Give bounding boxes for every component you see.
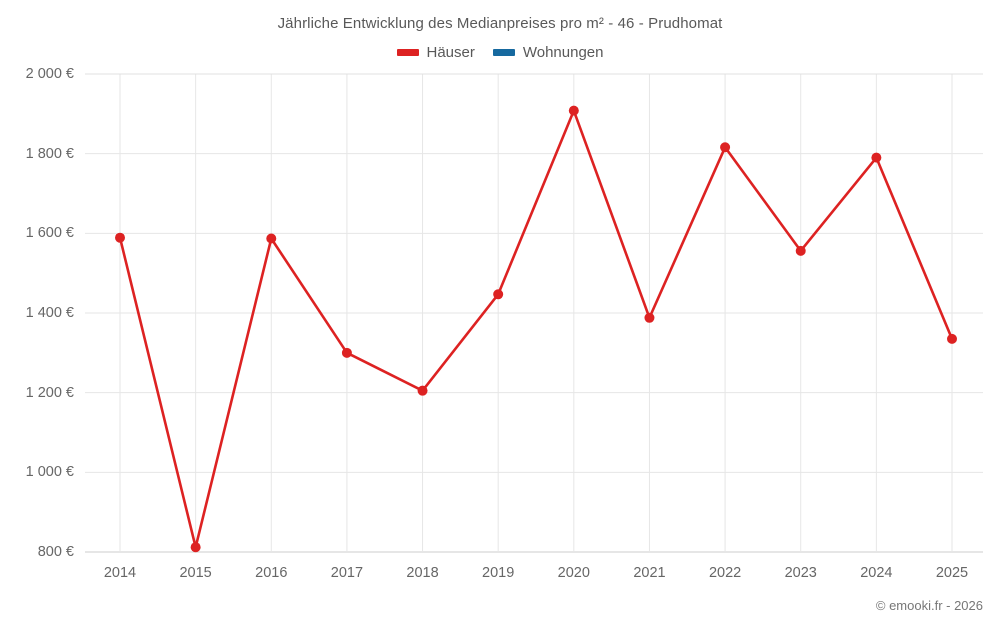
y-axis: 800 € 1 000 € 1 200 € 1 400 € 1 600 € 1 800 €… xyxy=(0,0,74,625)
legend-swatch-hauser xyxy=(396,49,419,56)
grid-lines xyxy=(85,73,983,553)
chart-title: Jährliche Entwicklung des Medianpreises … xyxy=(277,15,723,32)
data-point[interactable] xyxy=(568,105,579,116)
x-tick-label: 2016 xyxy=(255,565,288,581)
data-point[interactable] xyxy=(417,385,428,396)
y-tick-label: 2 000 € xyxy=(25,66,74,82)
y-tick-label: 800 € xyxy=(37,544,74,560)
x-tick-label: 2024 xyxy=(860,565,893,581)
x-tick-label: 2014 xyxy=(103,565,137,581)
x-tick-label: 2025 xyxy=(935,565,969,581)
legend-label-hauser: Häuser xyxy=(426,44,475,61)
y-tick-label: 1 000 € xyxy=(25,464,74,481)
x-tick-label: 2022 xyxy=(708,565,742,581)
data-point[interactable] xyxy=(190,542,201,553)
copyright-credit: © emooki.fr - 2026 xyxy=(875,598,983,613)
y-tick-label: 1 600 € xyxy=(25,225,74,242)
x-tick-label: 2015 xyxy=(179,565,212,581)
legend-item-wohnungen[interactable]: Wohnungen xyxy=(492,44,604,61)
data-point[interactable] xyxy=(493,289,504,300)
data-point[interactable] xyxy=(871,152,882,163)
x-tick-label: 2018 xyxy=(406,565,439,581)
y-tick-label: 1 800 € xyxy=(25,145,74,162)
data-point[interactable] xyxy=(720,142,731,153)
data-point[interactable] xyxy=(266,233,277,244)
data-point[interactable] xyxy=(947,333,957,344)
legend-label-wohnungen: Wohnungen xyxy=(522,44,604,61)
y-tick-label: 1 200 € xyxy=(25,384,74,401)
series-line-0 xyxy=(118,109,954,549)
series-markers xyxy=(115,105,957,553)
y-tick-label: 1 400 € xyxy=(25,305,74,321)
series-lines xyxy=(118,109,954,549)
chart-legend: Häuser Wohnungen xyxy=(0,44,1000,61)
x-tick-label: 2021 xyxy=(633,565,666,581)
plot-area xyxy=(85,73,983,553)
legend-item-hauser[interactable]: Häuser xyxy=(396,44,475,61)
data-point[interactable] xyxy=(795,245,806,256)
data-point[interactable] xyxy=(115,232,125,243)
x-tick-label: 2020 xyxy=(557,565,590,581)
x-tick-label: 2019 xyxy=(482,565,515,581)
data-point[interactable] xyxy=(341,347,352,358)
plot-svg xyxy=(85,73,983,553)
x-tick-label: 2017 xyxy=(330,565,364,581)
data-point[interactable] xyxy=(644,312,655,323)
legend-swatch-wohnungen xyxy=(492,49,515,56)
x-tick-label: 2023 xyxy=(784,565,817,581)
